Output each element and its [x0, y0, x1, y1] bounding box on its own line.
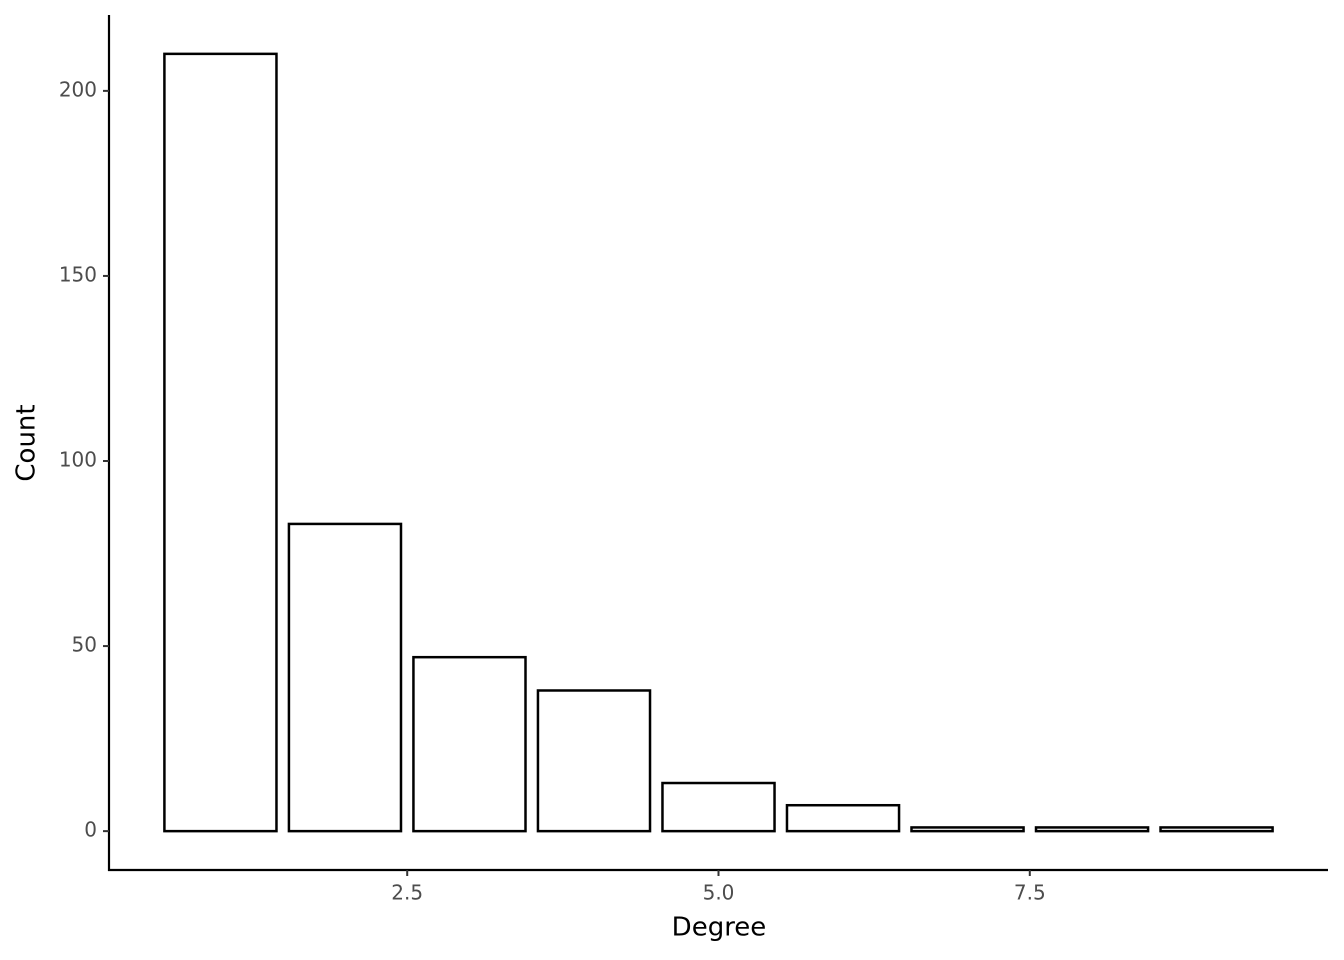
- bar: [661, 781, 776, 833]
- y-tick-label: 100: [59, 448, 97, 472]
- bar: [412, 655, 527, 833]
- bar: [785, 803, 901, 833]
- bar: [1034, 826, 1150, 833]
- x-tick-label: 7.5: [1014, 881, 1046, 905]
- x-tick-label: 2.5: [391, 881, 423, 905]
- y-tick-label: 0: [84, 818, 97, 842]
- bar: [536, 689, 652, 833]
- bar: [910, 826, 1025, 833]
- bar: [163, 52, 278, 833]
- y-tick-label: 200: [59, 77, 97, 101]
- bar: [1159, 826, 1274, 833]
- y-axis-title: Count: [12, 404, 42, 481]
- y-tick-label: 150: [59, 262, 97, 286]
- x-axis-title: Degree: [672, 913, 767, 943]
- y-tick-label: 50: [72, 633, 97, 657]
- bar: [287, 522, 403, 833]
- x-tick-label: 5.0: [703, 881, 735, 905]
